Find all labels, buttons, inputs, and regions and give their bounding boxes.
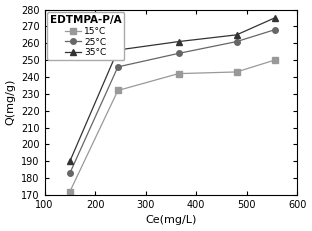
Legend: 15°C, 25°C, 35°C: 15°C, 25°C, 35°C — [47, 12, 124, 60]
25°C — [273, 28, 276, 31]
Line: 15°C: 15°C — [67, 57, 277, 195]
15°C — [68, 190, 72, 193]
15°C — [177, 72, 180, 75]
25°C — [177, 52, 180, 55]
Line: 35°C: 35°C — [67, 15, 277, 164]
Line: 25°C: 25°C — [67, 27, 277, 176]
15°C — [116, 89, 120, 92]
15°C — [235, 70, 238, 73]
25°C — [68, 172, 72, 174]
35°C — [116, 49, 120, 52]
35°C — [177, 40, 180, 43]
25°C — [116, 66, 120, 68]
X-axis label: Ce(mg/L): Ce(mg/L) — [145, 216, 197, 225]
35°C — [235, 33, 238, 36]
35°C — [68, 160, 72, 163]
Y-axis label: Q(mg/g): Q(mg/g) — [6, 79, 16, 125]
25°C — [235, 40, 238, 43]
35°C — [273, 17, 276, 19]
15°C — [273, 59, 276, 61]
